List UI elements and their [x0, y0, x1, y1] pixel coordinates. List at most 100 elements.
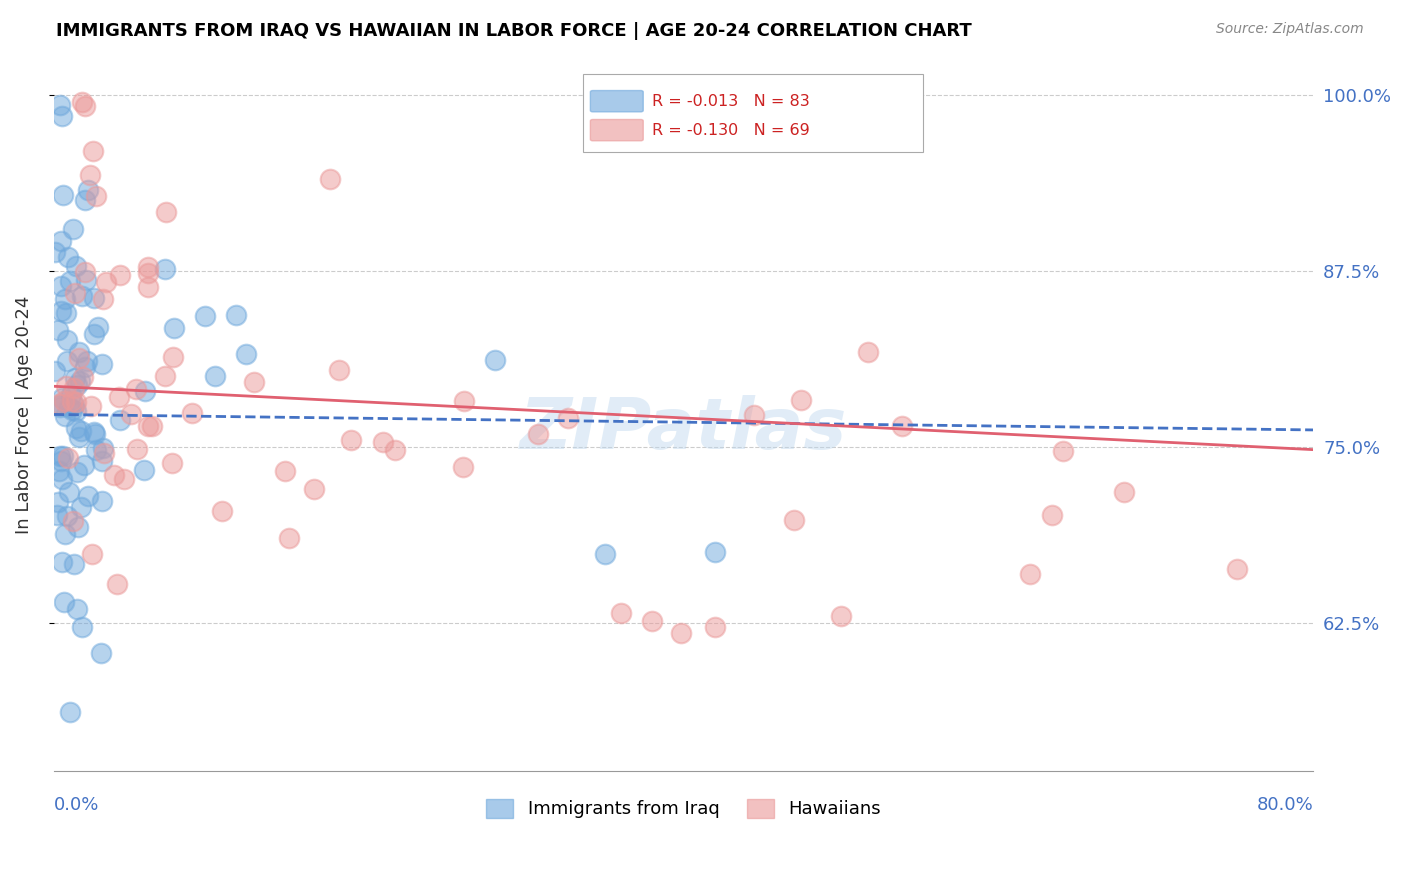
- Point: [49, 453, 72, 467]
- Point: [225, 308, 247, 322]
- Point: [75, 273, 97, 287]
- Point: [46, 494, 69, 508]
- Point: [107, 576, 129, 591]
- Point: [211, 504, 233, 518]
- Point: [49, 97, 72, 112]
- Point: [48, 464, 70, 478]
- Point: [58, 451, 80, 466]
- Point: [79, 168, 101, 182]
- Point: [669, 626, 692, 640]
- Point: [108, 413, 131, 427]
- Point: [1052, 444, 1074, 458]
- Point: [328, 362, 350, 376]
- Point: [90, 494, 112, 508]
- Point: [65, 395, 87, 409]
- Point: [58, 400, 80, 414]
- Point: [63, 398, 86, 412]
- Text: ZIPatlas: ZIPatlas: [520, 395, 848, 464]
- Point: [90, 454, 112, 468]
- Point: [52, 394, 75, 409]
- Point: [72, 370, 94, 384]
- Point: [339, 433, 361, 447]
- Point: [63, 557, 86, 571]
- Point: [162, 321, 184, 335]
- Point: [704, 620, 727, 634]
- Point: [86, 189, 108, 203]
- Point: [235, 346, 257, 360]
- Point: [51, 109, 73, 123]
- Text: R = -0.013   N = 83: R = -0.013 N = 83: [652, 94, 810, 109]
- Point: [82, 144, 104, 158]
- Point: [704, 545, 727, 559]
- Point: [278, 531, 301, 545]
- Legend: Immigrants from Iraq, Hawaiians: Immigrants from Iraq, Hawaiians: [479, 792, 889, 826]
- Point: [830, 608, 852, 623]
- Point: [1226, 562, 1249, 576]
- Point: [856, 345, 879, 359]
- Point: [83, 425, 105, 440]
- Point: [112, 472, 135, 486]
- Point: [1040, 508, 1063, 523]
- Point: [93, 446, 115, 460]
- Point: [76, 183, 98, 197]
- Point: [108, 390, 131, 404]
- Point: [484, 353, 506, 368]
- Y-axis label: In Labor Force | Age 20-24: In Labor Force | Age 20-24: [15, 296, 32, 534]
- Point: [46, 323, 69, 337]
- Point: [91, 292, 114, 306]
- Point: [75, 194, 97, 208]
- Point: [94, 275, 117, 289]
- Point: [66, 378, 89, 392]
- Point: [44, 364, 66, 378]
- Point: [67, 344, 90, 359]
- Point: [69, 424, 91, 438]
- Point: [75, 360, 97, 375]
- Point: [65, 421, 87, 435]
- Point: [70, 500, 93, 514]
- Point: [783, 513, 806, 527]
- Point: [51, 555, 73, 569]
- Point: [136, 280, 159, 294]
- Text: 80.0%: 80.0%: [1257, 796, 1313, 814]
- Point: [273, 464, 295, 478]
- Point: [83, 426, 105, 441]
- Point: [65, 465, 87, 479]
- Point: [55, 379, 77, 393]
- Point: [51, 391, 73, 405]
- Point: [890, 418, 912, 433]
- Point: [51, 279, 73, 293]
- Point: [136, 260, 159, 274]
- FancyBboxPatch shape: [583, 74, 922, 152]
- Point: [65, 259, 87, 273]
- Point: [48, 396, 70, 410]
- Text: Source: ZipAtlas.com: Source: ZipAtlas.com: [1216, 22, 1364, 37]
- Point: [194, 309, 217, 323]
- Point: [62, 515, 84, 529]
- Point: [86, 443, 108, 458]
- Point: [453, 394, 475, 409]
- Point: [55, 334, 77, 348]
- Point: [56, 509, 79, 524]
- Point: [70, 288, 93, 302]
- Point: [90, 647, 112, 661]
- Point: [103, 467, 125, 482]
- Point: [136, 418, 159, 433]
- Point: [58, 705, 80, 719]
- Point: [120, 408, 142, 422]
- Point: [742, 408, 765, 422]
- Point: [55, 306, 77, 320]
- Point: [204, 368, 226, 383]
- Point: [82, 547, 104, 561]
- Point: [56, 250, 79, 264]
- Point: [141, 419, 163, 434]
- Point: [60, 394, 83, 409]
- Point: [790, 393, 813, 408]
- Point: [45, 508, 67, 523]
- Point: [63, 371, 86, 385]
- Point: [77, 489, 100, 503]
- Point: [70, 620, 93, 634]
- Point: [83, 326, 105, 341]
- Point: [153, 369, 176, 384]
- Point: [83, 291, 105, 305]
- Point: [69, 374, 91, 388]
